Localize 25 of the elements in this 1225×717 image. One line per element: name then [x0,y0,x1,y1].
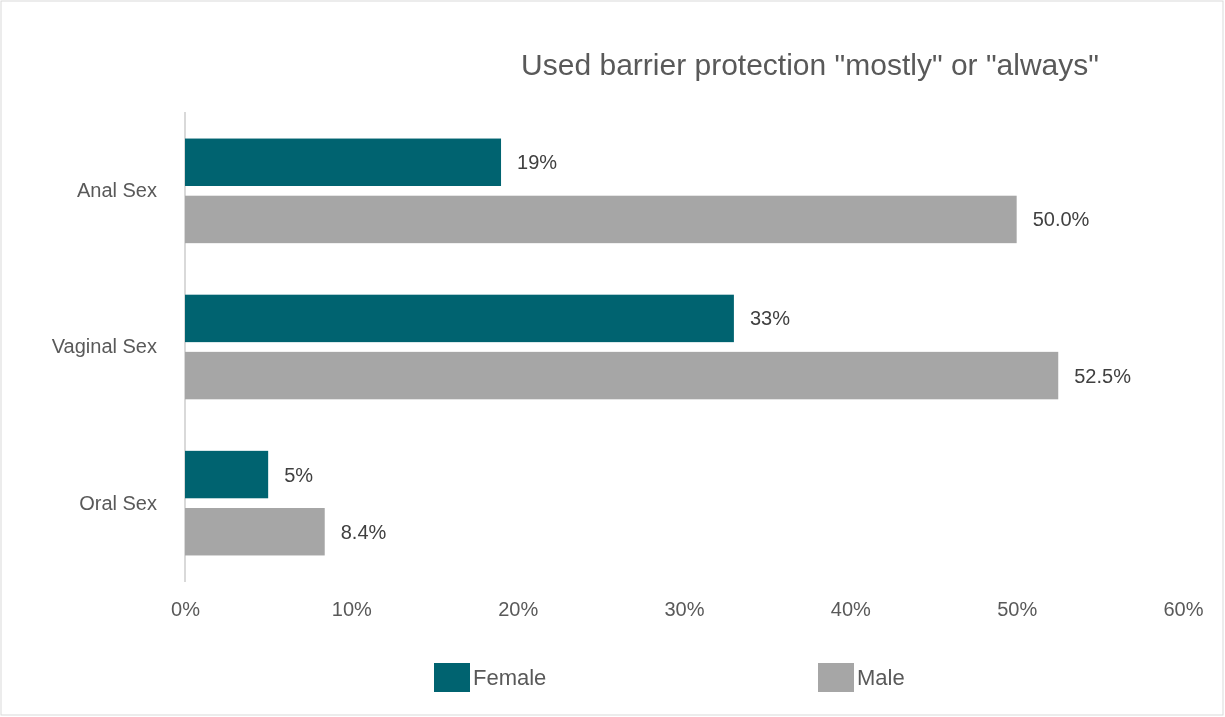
x-tick-label: 50% [997,598,1038,621]
y-tick-label: Vaginal Sex [51,335,157,358]
y-tick-label: Oral Sex [79,491,157,514]
data-label: 33% [749,307,791,330]
data-label: 8.4% [340,520,387,543]
x-tick-label: 60% [1163,598,1204,621]
bar [185,294,734,343]
bar [185,138,502,186]
bar [185,195,1017,244]
x-tick-label: 40% [830,598,872,621]
data-label: 5% [284,463,314,486]
x-tick-label: 30% [664,598,705,621]
data-label: 50.0% [1032,208,1090,231]
bar [185,351,1059,400]
legend-label: Male [857,664,905,690]
x-tick-label: 20% [498,598,539,621]
y-tick-label: Anal Sex [76,179,157,202]
chart-title: Used barrier protection "mostly" or "always" [521,48,1099,81]
data-label: 52.5% [1074,364,1132,387]
bar [185,450,269,499]
x-tick-label: 10% [331,598,373,621]
data-label: 19% [517,151,558,174]
x-tick-label: 0% [171,598,201,621]
bar [185,508,325,556]
legend-label: Female [473,664,547,690]
